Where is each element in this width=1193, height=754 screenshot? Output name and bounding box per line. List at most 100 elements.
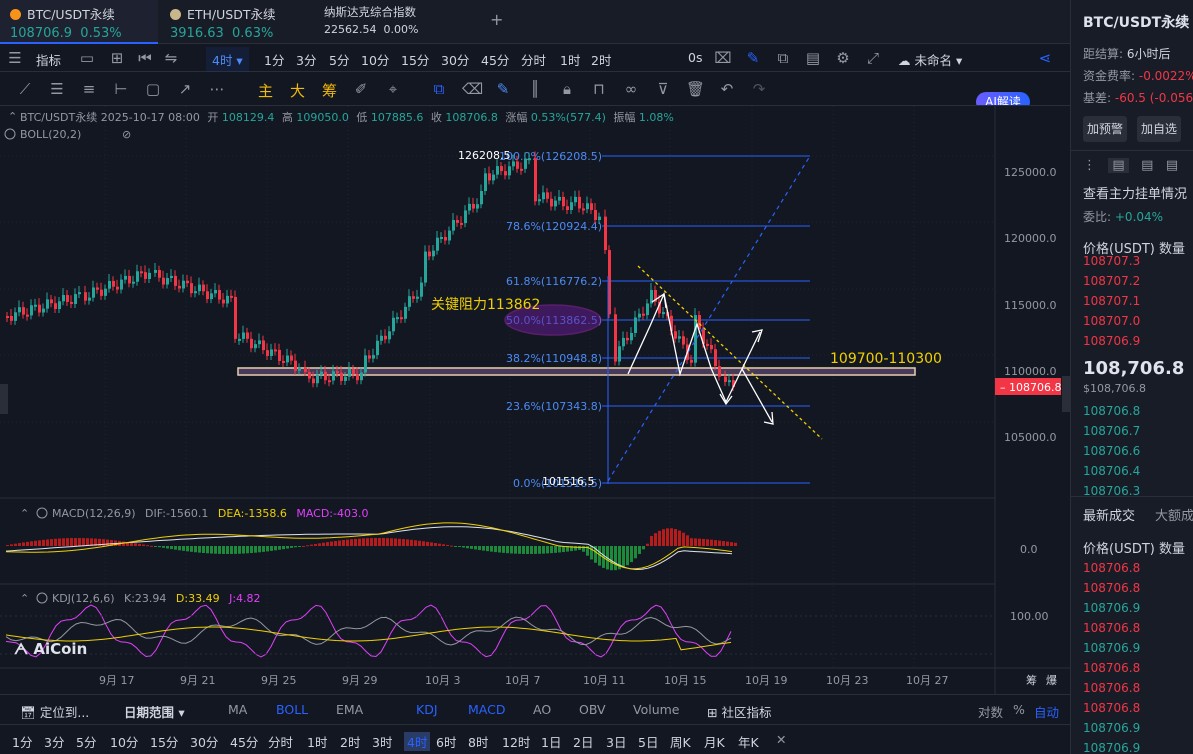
bottom-interval-19[interactable]: 周K xyxy=(670,735,691,750)
macd-collapse-icon[interactable]: ⌃ xyxy=(20,507,29,520)
indicator-button[interactable]: 指标 xyxy=(36,53,62,68)
close-interval-bar-icon[interactable]: ✕ xyxy=(776,732,787,747)
ind-macd[interactable]: MACD xyxy=(468,702,506,717)
rect-icon[interactable]: ▢ xyxy=(145,80,161,98)
ask-row[interactable]: 108706.9 xyxy=(1083,334,1141,348)
interval-45m[interactable]: 45分 xyxy=(481,53,510,68)
bottom-interval-14[interactable]: 12时 xyxy=(502,735,531,750)
pencil-icon[interactable]: ✎ xyxy=(496,80,510,98)
camera-icon[interactable]: ⌧ xyxy=(714,49,732,67)
scroll-handle-right[interactable] xyxy=(1062,376,1070,412)
interval-3m[interactable]: 3分 xyxy=(296,53,317,68)
ind-obv[interactable]: OBV xyxy=(579,702,606,717)
edit-icon[interactable]: ✐ xyxy=(354,80,368,98)
bottom-interval-18[interactable]: 5日 xyxy=(638,735,659,750)
collapse-icon[interactable]: ⌃ xyxy=(8,110,17,123)
bottom-interval-1[interactable]: 3分 xyxy=(44,735,65,750)
price-chart[interactable]: BTC/USDT永续 2025-10-17 08:00 开 108129.4 高… xyxy=(0,106,1070,694)
bottom-interval-2[interactable]: 5分 xyxy=(76,735,97,750)
layout-icon[interactable]: ▭ xyxy=(79,49,95,67)
add-alert-button[interactable]: 加预警 xyxy=(1083,116,1127,142)
ask-row[interactable]: 108707.2 xyxy=(1083,274,1141,288)
tab-btc[interactable]: BTC/USDT永续 108706.9 0.53% xyxy=(0,0,158,44)
trade-row[interactable]: 108706.9 xyxy=(1083,641,1141,655)
add-tab-icon[interactable]: + xyxy=(490,10,504,29)
main-tool[interactable]: 主 xyxy=(258,82,274,100)
trash-icon[interactable]: 🗑︎ xyxy=(686,80,706,98)
bottom-interval-3[interactable]: 10分 xyxy=(110,735,139,750)
bid-row[interactable]: 108706.6 xyxy=(1083,444,1141,458)
bottom-interval-10[interactable]: 3时 xyxy=(372,735,393,750)
ind-volume[interactable]: Volume xyxy=(633,702,680,717)
zero-s-label[interactable]: 0s xyxy=(688,50,703,65)
percent-scale-toggle[interactable]: % xyxy=(1013,702,1025,717)
add-favorite-button[interactable]: 加自选 xyxy=(1137,116,1181,142)
scroll-handle-left[interactable] xyxy=(0,384,8,414)
active-interval[interactable]: 4时 ▾ xyxy=(206,47,249,72)
parallel-icon[interactable]: ☰ xyxy=(50,80,64,98)
interval-5m[interactable]: 5分 xyxy=(329,53,350,68)
layout-name[interactable]: ☁ 未命名 ▾ xyxy=(898,53,963,68)
interval-timeline[interactable]: 分时 xyxy=(521,53,547,68)
bottom-interval-6[interactable]: 45分 xyxy=(230,735,259,750)
share-icon[interactable]: ⋖ xyxy=(1038,49,1052,67)
ind-boll[interactable]: BOLL xyxy=(276,702,309,717)
macd-bell-icon[interactable] xyxy=(36,507,48,519)
settings-icon[interactable]: ⚙ xyxy=(836,49,850,67)
support-zone-box[interactable] xyxy=(237,367,916,376)
bars-icon[interactable]: ║ xyxy=(530,80,540,98)
trade-row[interactable]: 108706.9 xyxy=(1083,721,1141,735)
menu-icon[interactable]: ☰ xyxy=(8,49,22,67)
trade-row[interactable]: 108706.8 xyxy=(1083,681,1141,695)
interval-10m[interactable]: 10分 xyxy=(361,53,390,68)
log-scale-toggle[interactable]: 对数 xyxy=(978,705,1004,720)
eraser-icon[interactable]: ⌫ xyxy=(462,80,484,98)
ind-ao[interactable]: AO xyxy=(533,702,552,717)
trade-row[interactable]: 108706.8 xyxy=(1083,621,1141,635)
interval-2h[interactable]: 2时 xyxy=(591,53,612,68)
bottom-interval-11[interactable]: 4时 xyxy=(404,732,431,751)
bottom-interval-5[interactable]: 30分 xyxy=(190,735,219,750)
rp-orders-link[interactable]: 查看主力挂单情况 xyxy=(1083,187,1188,202)
interval-1m[interactable]: 1分 xyxy=(264,53,285,68)
boll-bell-icon[interactable] xyxy=(4,128,16,140)
big-tool[interactable]: 大 xyxy=(290,82,306,100)
bid-row[interactable]: 108706.3 xyxy=(1083,484,1141,498)
locate-button[interactable]: 📅︎ 定位到... xyxy=(20,702,89,721)
bottom-interval-13[interactable]: 8时 xyxy=(468,735,489,750)
interval-30m[interactable]: 30分 xyxy=(441,53,470,68)
ind-kdj[interactable]: KDJ xyxy=(416,702,438,717)
tab-eth[interactable]: ETH/USDT永续 3916.63 0.63% xyxy=(160,0,310,44)
magnet-icon[interactable]: ⊓ xyxy=(593,80,605,98)
ask-row[interactable]: 108707.0 xyxy=(1083,314,1141,328)
rewind-icon[interactable]: ⏮ xyxy=(138,49,152,67)
copy-icon[interactable]: ⧉ xyxy=(433,80,445,98)
ask-row[interactable]: 108707.3 xyxy=(1083,254,1141,268)
bottom-interval-17[interactable]: 3日 xyxy=(606,735,627,750)
undo-icon[interactable]: ↶ xyxy=(720,80,734,98)
hlines-icon[interactable]: ≡ xyxy=(82,80,96,98)
trade-row[interactable]: 108706.8 xyxy=(1083,561,1141,575)
bottom-interval-7[interactable]: 分时 xyxy=(268,735,294,750)
ask-row[interactable]: 108707.1 xyxy=(1083,294,1141,308)
compare-icon[interactable]: ⇋ xyxy=(164,49,178,67)
popout-icon[interactable]: ⧉ xyxy=(777,49,789,67)
ray-icon[interactable]: ↗ xyxy=(178,80,192,98)
bottom-interval-0[interactable]: 1分 xyxy=(12,735,33,750)
chip-tool[interactable]: 筹 xyxy=(322,82,338,100)
trade-row[interactable]: 108706.9 xyxy=(1083,601,1141,615)
ruler-icon[interactable]: ⌖ xyxy=(388,80,398,98)
bid-row[interactable]: 108706.7 xyxy=(1083,424,1141,438)
rp-trades-tab[interactable]: 最新成交 xyxy=(1083,509,1136,524)
lock-icon[interactable]: 🔒︎ xyxy=(563,80,571,98)
hline-icon[interactable]: ⊢ xyxy=(114,80,128,98)
fullscreen-icon[interactable]: ⤢ xyxy=(866,49,879,67)
filter-icon[interactable]: ⊽ xyxy=(657,80,669,98)
bottom-interval-15[interactable]: 1日 xyxy=(541,735,562,750)
bid-row[interactable]: 108706.4 xyxy=(1083,464,1141,478)
link-icon[interactable]: ∞ xyxy=(624,80,638,98)
chart-type-icon[interactable]: ⊞ xyxy=(110,49,124,67)
trade-row[interactable]: 108706.8 xyxy=(1083,661,1141,675)
kdj-bell-icon[interactable] xyxy=(36,592,48,604)
kdj-collapse-icon[interactable]: ⌃ xyxy=(20,592,29,605)
